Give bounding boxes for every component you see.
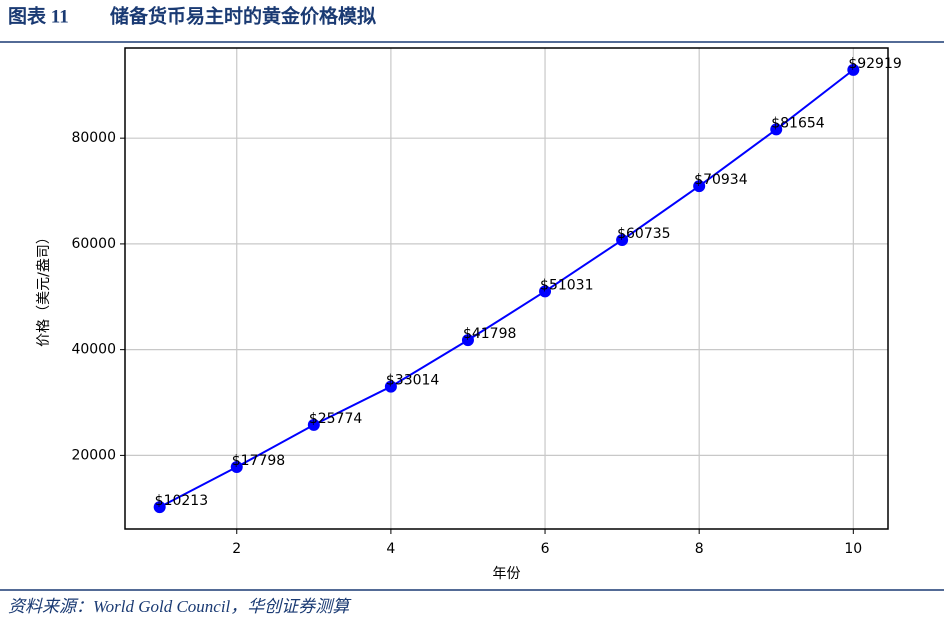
data-label: $51031 [540,277,593,293]
data-point [539,285,552,298]
x-tick-label: 8 [695,541,704,557]
plot-frame [124,47,889,530]
x-axis-label: 年份 [493,566,521,582]
data-point [770,123,783,136]
y-tick-label: 20000 [71,447,116,463]
data-point [847,63,860,76]
y-tick-label: 60000 [71,236,116,252]
source-note: 资料来源：World Gold Council，华创证券测算 [8,597,352,616]
data-label: $25774 [309,411,363,427]
figure-title: 储备货币易主时的黄金价格模拟 [110,4,376,27]
data-label: $70934 [694,172,748,188]
data-label: $81654 [771,115,825,131]
data-label: $60735 [617,226,670,242]
data-label: $10213 [155,493,208,509]
plot: 20000 40000 60000 80000 2 4 6 8 10 年份 价格（美元/盎司） $10… [36,47,902,582]
y-tick-label: 80000 [71,130,116,146]
data-point [307,418,320,431]
data-label: $41798 [463,326,516,342]
data-point [693,180,706,193]
y-tick-label: 40000 [71,342,116,358]
data-point [461,334,474,347]
series-line [159,69,854,509]
figure-number: 图表 11 [8,4,69,27]
data-point [384,380,397,393]
data-point [153,501,166,514]
y-axis-label: 价格（美元/盎司） [36,230,52,347]
x-tick-label: 2 [232,541,241,557]
data-label: $33014 [386,373,440,389]
data-point [616,234,629,247]
x-tick-label: 10 [844,541,862,557]
data-label: $17798 [232,453,285,469]
data-point [230,461,243,474]
x-tick-label: 4 [386,541,395,557]
x-tick-label: 6 [541,541,550,557]
data-label: $92919 [848,56,901,72]
